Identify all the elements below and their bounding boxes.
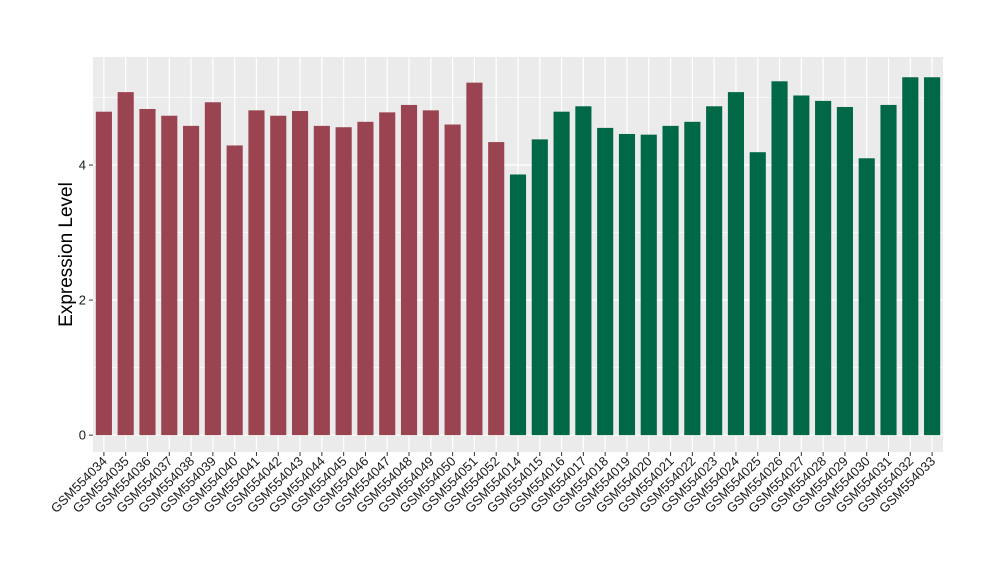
bar-GSM554016 [553,111,570,436]
bar-GSM554028 [815,100,832,436]
bar-GSM554043 [291,111,309,436]
y-tick-label: 0 [79,428,86,443]
bar-GSM554025 [749,152,766,436]
bar-GSM554039 [204,102,221,436]
bar-GSM554046 [357,121,374,436]
bar-GSM554020 [640,134,657,436]
bar-GSM554034 [95,111,112,436]
bar-GSM554031 [880,104,897,436]
y-tick-label: 2 [79,293,86,308]
bar-GSM554048 [400,104,418,436]
bar-GSM554038 [183,125,200,436]
bar-GSM554023 [706,106,723,436]
x-axis: GSM554034GSM554035GSM554036GSM554037GSM5… [48,452,938,516]
bar-GSM554035 [117,92,134,436]
bar-GSM554026 [771,81,788,436]
bar-GSM554014 [509,174,527,436]
bar-GSM554041 [248,110,265,436]
bar-GSM554032 [902,77,919,436]
bar-GSM554042 [270,115,287,436]
bar-GSM554030 [858,158,875,436]
y-axis: 0 2 4 [79,158,93,443]
bar-GSM554033 [924,77,941,436]
bar-GSM554044 [313,125,330,436]
bar-GSM554019 [618,133,636,436]
bar-GSM554047 [379,112,396,436]
bar-GSM554045 [335,127,352,436]
bar-GSM554021 [662,125,679,436]
bar-GSM554036 [139,108,156,436]
bar-GSM554027 [793,95,810,436]
bar-GSM554024 [727,92,745,436]
bar-GSM554022 [684,121,701,436]
bar-GSM554050 [444,124,461,436]
bars [95,77,941,436]
y-axis-title: Expression Level [56,182,77,327]
bar-GSM554052 [488,142,505,436]
bar-GSM554051 [466,82,483,436]
bar-GSM554018 [597,127,614,436]
y-tick-label: 4 [79,158,86,173]
bar-GSM554040 [226,145,243,436]
bar-GSM554029 [836,106,853,436]
bar-GSM554015 [531,139,548,436]
bar-GSM554049 [422,110,439,436]
bar-GSM554037 [161,115,178,436]
bar-GSM554017 [575,106,592,436]
